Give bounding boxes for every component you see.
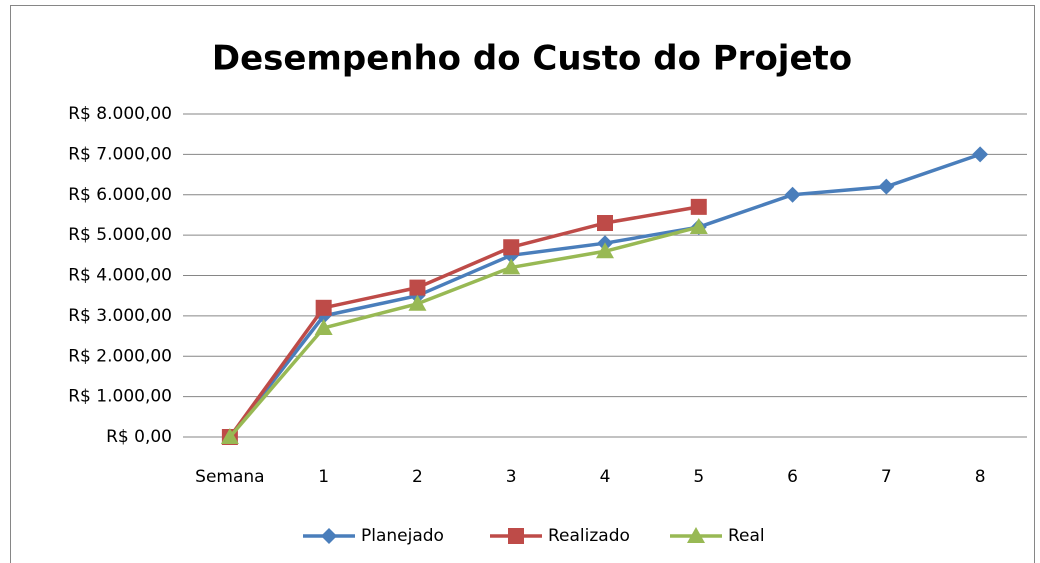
y-tick-label: R$ 8.000,00: [68, 104, 172, 124]
legend-label: Realizado: [548, 526, 630, 546]
marker: [784, 186, 801, 203]
series-line: [228, 225, 700, 439]
marker: [503, 239, 520, 256]
chart-frame: [10, 5, 1035, 563]
x-tick-label: 7: [881, 467, 892, 487]
marker: [408, 294, 427, 311]
y-tick-label: R$ 2.000,00: [68, 346, 172, 366]
legend-label: Real: [728, 526, 765, 546]
x-tick-label: 3: [506, 467, 517, 487]
x-tick-label: Semana: [195, 467, 264, 487]
x-tick-label: 2: [412, 467, 423, 487]
marker: [315, 299, 332, 316]
y-tick-label: R$ 7.000,00: [68, 144, 172, 164]
x-tick-label: 8: [975, 467, 986, 487]
marker: [689, 218, 708, 235]
y-tick-label: R$ 1.000,00: [68, 387, 172, 407]
legend-marker: [687, 527, 705, 543]
x-tick-label: 4: [600, 467, 611, 487]
chart-title: Desempenho do Custo do Projeto: [212, 39, 852, 79]
marker: [596, 242, 614, 259]
marker: [972, 146, 989, 163]
marker: [878, 178, 895, 195]
y-tick-label: R$ 4.000,00: [68, 266, 172, 286]
y-tick-label: R$ 3.000,00: [68, 306, 172, 326]
marker: [314, 318, 333, 335]
marker: [502, 258, 521, 275]
legend-label: Planejado: [361, 526, 444, 546]
marker: [597, 215, 613, 232]
legend-marker: [321, 528, 337, 544]
marker: [409, 279, 426, 296]
marker: [690, 198, 707, 215]
x-tick-label: 1: [318, 467, 329, 487]
legend-marker: [508, 528, 524, 544]
y-tick-label: R$ 0,00: [106, 427, 172, 447]
series-line: [228, 205, 700, 439]
y-tick-label: R$ 6.000,00: [68, 185, 172, 205]
x-tick-label: 5: [693, 467, 704, 487]
x-tick-label: 6: [787, 467, 798, 487]
marker: [220, 428, 239, 444]
y-tick-label: R$ 5.000,00: [68, 225, 172, 245]
